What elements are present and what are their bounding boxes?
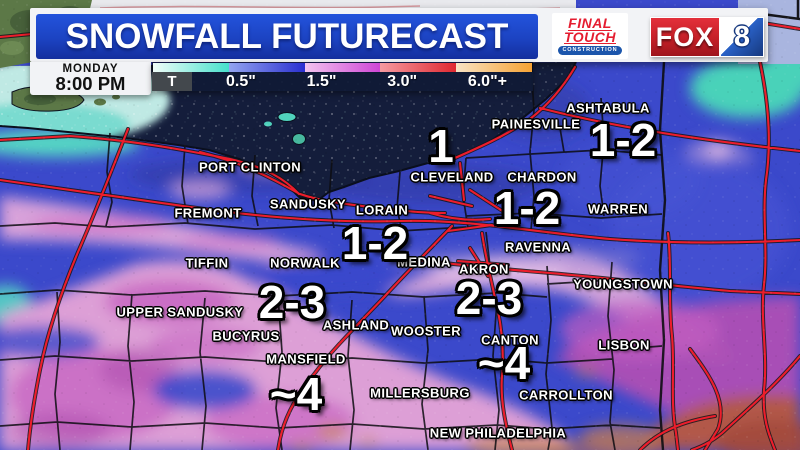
sponsor-line2: TOUCH bbox=[563, 28, 617, 45]
legend-color-scale bbox=[152, 62, 533, 72]
snowfall-legend: T 0.5" 1.5" 3.0" 6.0"+ bbox=[152, 62, 533, 91]
station-logo-fox8: FOX 8 bbox=[650, 17, 764, 57]
page-title: SNOWFALL FUTURECAST bbox=[65, 16, 509, 56]
legend-label-one-half-inch: 1.5" bbox=[306, 72, 337, 90]
legend-labels: 0.5" 1.5" 3.0" 6.0"+ bbox=[192, 72, 533, 91]
forecast-day: MONDAY bbox=[62, 63, 119, 75]
sponsor-tagline: CONSTRUCTION bbox=[558, 46, 622, 55]
sponsor-logo-final-touch: FINAL TOUCH CONSTRUCTION bbox=[552, 13, 628, 59]
sponsor-line1: FINAL bbox=[568, 15, 612, 32]
valid-time-box: MONDAY 8:00 PM bbox=[30, 62, 151, 95]
legend-segment-six-inch bbox=[456, 63, 532, 72]
legend-segment-one-half-inch bbox=[304, 63, 381, 72]
legend-label-half-inch: 0.5" bbox=[226, 72, 256, 90]
legend-label-six-inch: 6.0"+ bbox=[467, 72, 507, 90]
forecast-time: 8:00 PM bbox=[55, 73, 126, 94]
legend-segment-three-inch bbox=[380, 63, 457, 72]
legend-segment-trace bbox=[153, 63, 229, 72]
station-call-letters: FOX bbox=[650, 17, 720, 57]
legend-label-three-inch: 3.0" bbox=[387, 72, 418, 90]
legend-label-trace: T bbox=[152, 72, 192, 91]
legend-segment-half-inch bbox=[228, 63, 305, 72]
title-bar: SNOWFALL FUTURECAST bbox=[36, 14, 538, 59]
station-number: 8 bbox=[720, 17, 764, 57]
